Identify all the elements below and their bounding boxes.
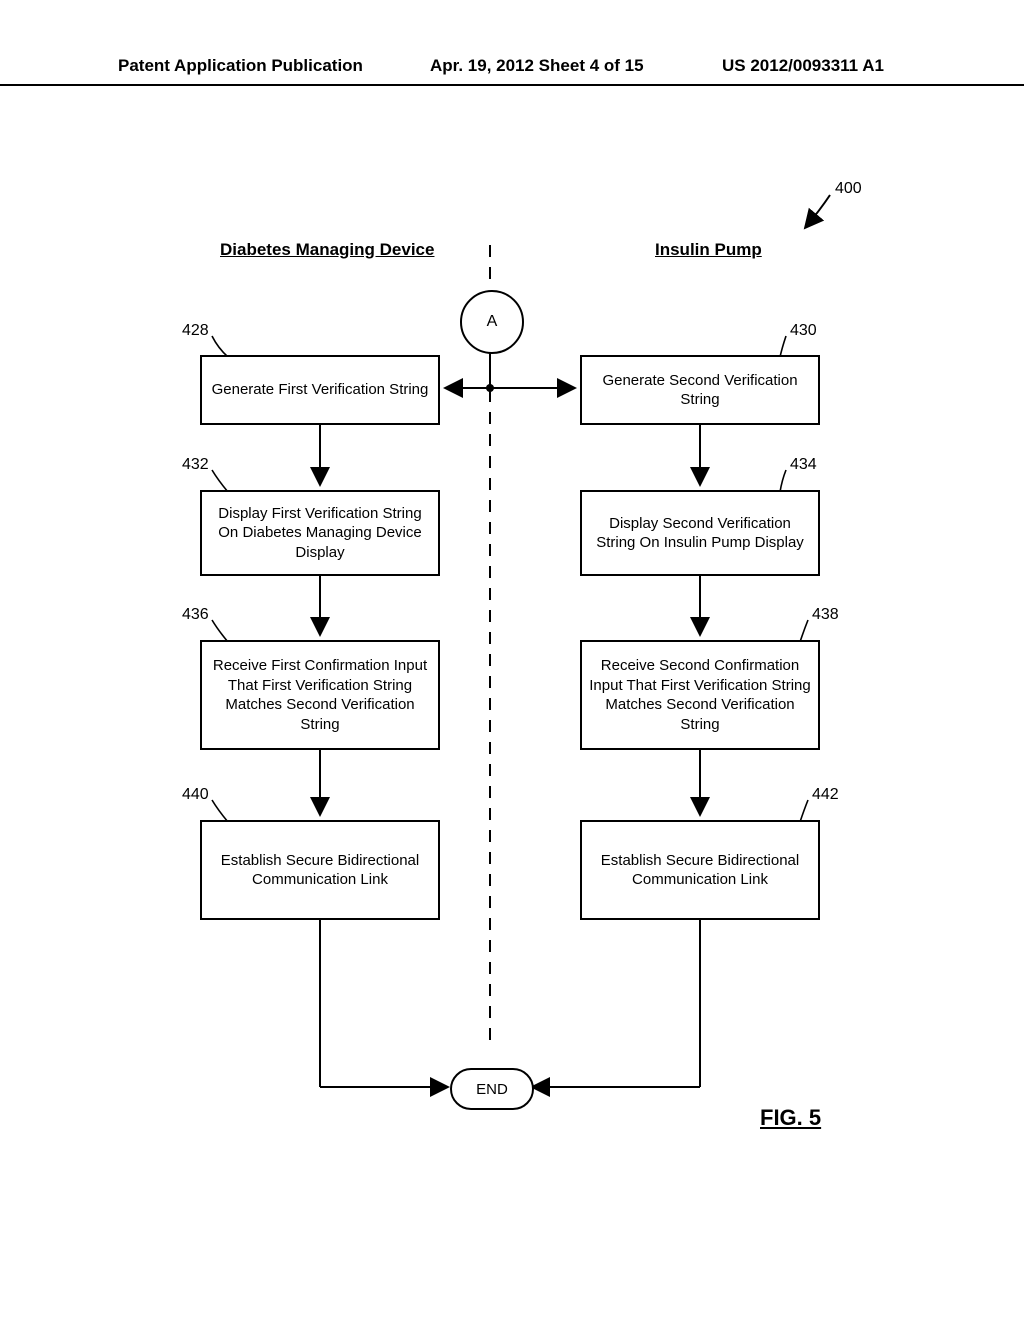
page-header: Patent Application Publication Apr. 19, … [0,78,1024,86]
box-438-text: Receive Second Confirmation Input That F… [588,656,812,734]
left-column-title: Diabetes Managing Device [220,240,434,260]
box-428: Generate First Verification String [200,355,440,425]
ref-400: 400 [835,180,862,198]
header-mid-text: Apr. 19, 2012 Sheet 4 of 15 [430,56,644,76]
ref-428: 428 [182,322,209,340]
box-442-text: Establish Secure Bidirectional Communica… [588,851,812,890]
right-column-title: Insulin Pump [655,240,762,260]
box-434: Display Second Verification String On In… [580,490,820,576]
header-left-text: Patent Application Publication [118,56,363,76]
connector-a-label: A [487,313,498,331]
ref-432: 432 [182,456,209,474]
ref-442: 442 [812,786,839,804]
flowchart-lines [0,120,1024,1220]
box-440-text: Establish Secure Bidirectional Communica… [208,851,432,890]
end-label: END [476,1081,508,1098]
ref-434: 434 [790,456,817,474]
ref-440: 440 [182,786,209,804]
ref-436: 436 [182,606,209,624]
box-440: Establish Secure Bidirectional Communica… [200,820,440,920]
ref-438: 438 [812,606,839,624]
box-442: Establish Secure Bidirectional Communica… [580,820,820,920]
ref-430: 430 [790,322,817,340]
box-428-text: Generate First Verification String [212,380,429,400]
connector-a: A [460,290,524,354]
box-434-text: Display Second Verification String On In… [588,514,812,553]
box-432-text: Display First Verification String On Dia… [208,504,432,563]
box-438: Receive Second Confirmation Input That F… [580,640,820,750]
box-436-text: Receive First Confirmation Input That Fi… [208,656,432,734]
box-430: Generate Second Verification String [580,355,820,425]
figure-label: FIG. 5 [760,1105,821,1131]
header-right-text: US 2012/0093311 A1 [722,56,884,76]
box-430-text: Generate Second Verification String [588,371,812,410]
box-436: Receive First Confirmation Input That Fi… [200,640,440,750]
flowchart-diagram: 400 Diabetes Managing Device Insulin Pum… [0,120,1024,1220]
page: Patent Application Publication Apr. 19, … [0,0,1024,1320]
end-node: END [450,1068,534,1110]
box-432: Display First Verification String On Dia… [200,490,440,576]
